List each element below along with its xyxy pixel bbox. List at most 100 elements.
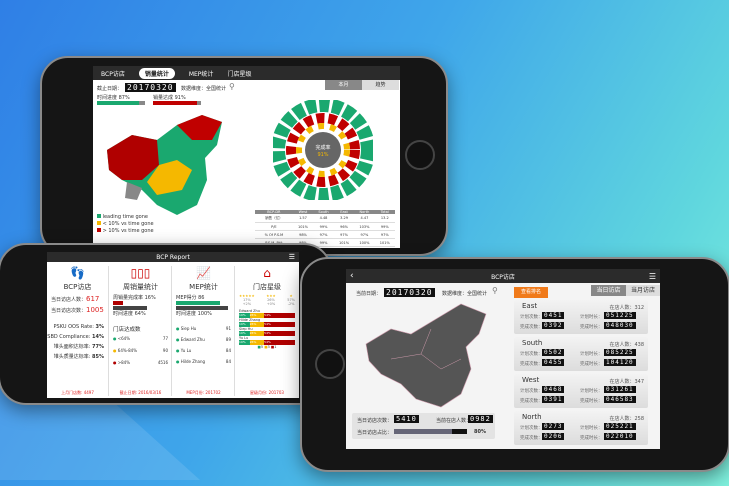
label: 时间进度 64% [113, 311, 146, 317]
tab-mep[interactable]: MEP统计 [188, 70, 214, 78]
phone-right: ‹ BCP访店 ☰ 当前日期： 20170320 数据维度：全国统计 ⚲ 查看排… [300, 257, 729, 472]
table-cell: 4.47 [360, 216, 369, 220]
table-cell: P/E [271, 224, 277, 229]
col-mep: 📈 MEP统计 MEP得分 86 时间进度 100% ● Siep Hu 91 ●… [173, 266, 235, 396]
trend-button[interactable]: 趋势 [362, 80, 399, 90]
label: 门店达成数 [113, 327, 141, 333]
search-icon[interactable]: ⚲ [492, 286, 498, 295]
search-icon[interactable]: ⚲ [229, 82, 235, 91]
visit-title: BCP访店 [491, 273, 515, 281]
back-icon[interactable]: ‹ [350, 271, 354, 281]
col-title: MEP统计 [189, 283, 218, 291]
month-button[interactable]: 本月 [325, 80, 362, 90]
region-count: 在店人数：438 [609, 342, 644, 348]
table-header: East [340, 210, 348, 214]
plan-count: 0451 [542, 312, 565, 319]
table-cell: 98% [299, 232, 307, 237]
bottles-icon: ▯▯▯ [130, 266, 151, 280]
legend-item: < 10% vs time gone [102, 221, 154, 227]
menu-icon[interactable]: ☰ [648, 271, 656, 281]
tab-month[interactable]: 当月访店 [626, 285, 660, 296]
col-title: 周销量统计 [123, 283, 158, 291]
china-map [107, 115, 222, 215]
plan-count: 0273 [542, 423, 565, 430]
label: 当前在店人数： [436, 418, 472, 424]
region-card[interactable]: North 在店人数：258 计划次数： 0273 完成次数： 0206 计划时长：… [514, 411, 648, 445]
tab-star[interactable]: 门店星级 [227, 70, 252, 78]
plan-count: 0468 [542, 386, 565, 393]
radial-center-value: 91% [317, 152, 328, 158]
done-time: 048030 [604, 322, 636, 329]
label: 时间进度 100% [176, 311, 212, 317]
phone-top: BCP访店 销量统计 MEP统计 门店星级 截止日期： 20170320 数据维… [40, 56, 448, 256]
label: 当日访店占比： [357, 430, 393, 436]
tab-sales[interactable]: 销量统计 [138, 67, 175, 79]
ratio-bar [394, 429, 467, 434]
visit-screen: ‹ BCP访店 ☰ 当前日期： 20170320 数据维度：全国统计 ⚲ 查看排… [346, 269, 660, 449]
region-card[interactable]: East 在店人数：312 计划次数： 0451 完成次数： 0392 计划时长： 0… [514, 300, 648, 334]
table-cell: 13.2 [380, 216, 389, 220]
ranking-button[interactable]: 查看排名 [514, 287, 548, 298]
sales-progress-label: 销量达成 91% [153, 95, 186, 101]
col-footer: 星级月份: 201703 [250, 390, 284, 395]
plan-time: 051225 [604, 312, 636, 319]
done-count: 0455 [542, 359, 565, 366]
home-button[interactable] [405, 140, 435, 170]
col-bcp: 👣 BCP访店 当日访店人数：617 当日访店次数：1005 PSKU OOS … [47, 266, 109, 396]
table-cell: 1.57 [299, 216, 307, 220]
table-cell: 97% [319, 232, 328, 237]
done-count: 0206 [542, 433, 565, 440]
value: 85% [92, 354, 104, 360]
date-field[interactable]: 20170320 [384, 288, 435, 297]
ratio-value: 80% [474, 429, 486, 435]
value: 14% [92, 334, 104, 340]
done-time: 022010 [604, 433, 636, 440]
report-header: BCP Report ☰ [47, 252, 299, 262]
region-card[interactable]: West 在店人数：347 计划次数： 0468 完成次数： 0391 计划时长： 0… [514, 374, 648, 408]
table-cell: 97% [380, 232, 389, 237]
tab-today[interactable]: 当日访店 [591, 285, 626, 296]
table-cell: 101% [297, 224, 308, 229]
visits-value: 5410 [394, 415, 419, 423]
table-row: P/E 101% 99% 96% 103% 99% [255, 223, 395, 231]
done-count: 0391 [542, 396, 565, 403]
star-person: Hilde Zhang 19% 26% 54% [239, 318, 295, 327]
table-header: North [359, 210, 370, 214]
label: PSKU OOS Rate: [53, 324, 94, 330]
table-cell: 4.48 [319, 216, 328, 220]
table-cell: 100% [359, 240, 370, 245]
star-person: Edward Zhu 19% 26% 54% [239, 309, 295, 318]
label: SBD Compliance: [47, 334, 91, 340]
label: 当日访店次数： [51, 308, 87, 314]
region-count: 在店人数：312 [609, 305, 644, 311]
value: 617 [86, 295, 100, 303]
plan-time: 031261 [604, 386, 636, 393]
region-name: West [522, 376, 540, 384]
table-cell: 103% [359, 224, 370, 229]
table-header: South [318, 210, 329, 214]
map-legend: leading time gone < 10% vs time gone > 1… [97, 214, 154, 235]
menu-icon[interactable]: ☰ [288, 253, 295, 261]
people-value: 0982 [468, 415, 493, 423]
date-field[interactable]: 20170320 [125, 83, 176, 92]
footprint-icon: 👣 [70, 266, 85, 280]
phone-left: BCP Report ☰ 👣 BCP访店 当日访店人数：617 当日访店次数：1… [0, 243, 332, 405]
home-button[interactable] [315, 349, 345, 379]
table-cell: 101% [339, 240, 350, 245]
tab-bcp[interactable]: BCP访店 [101, 70, 125, 78]
region-card[interactable]: South 在店人数：438 计划次数： 0502 完成次数： 0455 计划时长：… [514, 337, 648, 371]
table-cell: 98% [293, 239, 313, 247]
table-cell: P.S.M. Pt/t [255, 239, 293, 247]
summary-table: BCP-DR West South East North Total 销售（亿） 1.57 4.… [255, 210, 395, 247]
region-name: North [522, 413, 542, 421]
value: 1005 [86, 306, 104, 314]
done-time: 046583 [604, 396, 636, 403]
region-count: 在店人数：258 [609, 416, 644, 422]
col-footer: 截止日期: 2016/03/16 [119, 390, 162, 395]
done-count: 0392 [542, 322, 565, 329]
region-name: South [522, 339, 543, 347]
star-person: Yu Lu 19% 26% 54% [239, 336, 295, 345]
region-name: East [522, 302, 538, 310]
value: 77% [92, 344, 104, 350]
table-cell: 97% [360, 232, 369, 237]
